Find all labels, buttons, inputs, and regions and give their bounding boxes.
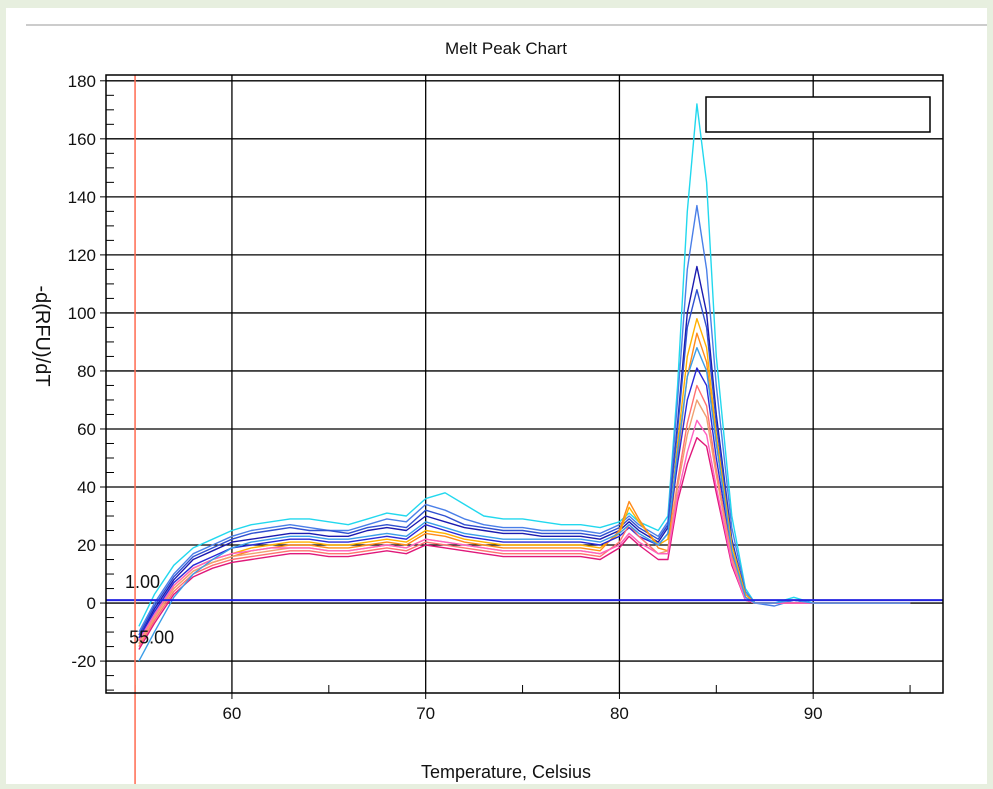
y-tick-label: 80 <box>77 362 96 381</box>
melt-peak-chart: Melt Peak Chart 1.00 55.00 180 160 140 120 100… <box>26 24 987 784</box>
plot-background <box>106 75 943 693</box>
plot-area: 1.00 55.00 180 160 140 120 100 80 60 40 20 0 -20 60 70… <box>68 72 944 784</box>
melt-curve <box>138 347 911 662</box>
melt-curve <box>138 103 911 627</box>
threshold-label: 1.00 <box>125 572 160 592</box>
melt-curve <box>138 437 911 650</box>
melt-curve <box>138 318 911 642</box>
y-tick-label: 60 <box>77 420 96 439</box>
x-tick-label: 80 <box>610 704 629 723</box>
legend-box <box>705 96 931 133</box>
y-tick-label: 180 <box>68 72 96 91</box>
y-tick-label: 0 <box>87 594 96 613</box>
melt-curve <box>138 204 911 633</box>
y-tick-label: 120 <box>68 246 96 265</box>
chart-title: Melt Peak Chart <box>445 39 567 58</box>
y-tick-label: 20 <box>77 536 96 555</box>
x-axis-label: Temperature, Celsius <box>421 762 591 782</box>
begin-marker-label: 55.00 <box>129 628 174 648</box>
chart-frame: Melt Peak Chart 1.00 55.00 180 160 140 120 100… <box>6 8 987 784</box>
y-tick-label: 160 <box>68 130 96 149</box>
y-tick-label: 100 <box>68 304 96 323</box>
y-tick-label: 40 <box>77 478 96 497</box>
x-tick-label: 60 <box>222 704 241 723</box>
y-tick-label: 140 <box>68 188 96 207</box>
plot-border <box>105 74 944 694</box>
x-tick-label: 70 <box>416 704 435 723</box>
x-tick-label: 90 <box>804 704 823 723</box>
y-axis-label: -d(RFU)/dT <box>31 285 53 386</box>
melt-curve <box>138 419 911 642</box>
y-tick-label: -20 <box>71 652 96 671</box>
